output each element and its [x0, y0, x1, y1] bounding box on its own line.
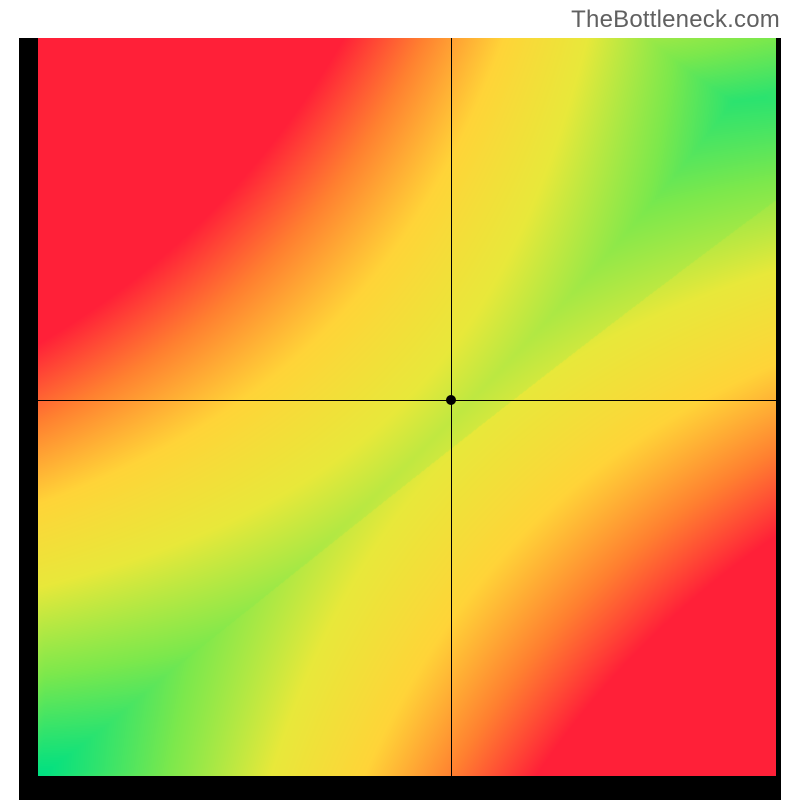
chart-outer-frame [19, 38, 781, 800]
watermark-text: TheBottleneck.com [571, 6, 780, 34]
crosshair-marker [446, 395, 456, 405]
crosshair-horizontal [38, 400, 776, 401]
bottleneck-heatmap [38, 38, 776, 776]
crosshair-vertical [451, 38, 452, 776]
